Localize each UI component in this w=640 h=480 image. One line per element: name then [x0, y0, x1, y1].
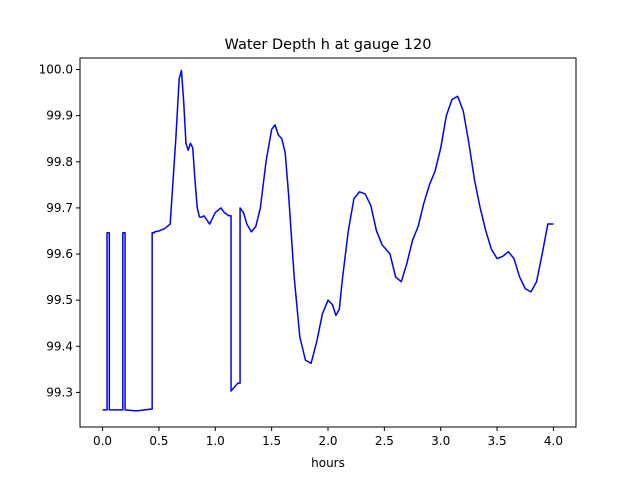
chart-title: Water Depth h at gauge 120: [225, 37, 432, 53]
y-tick-label: 99.8: [46, 155, 73, 169]
series-line-0: [102, 69, 554, 412]
plot-area: [102, 69, 554, 412]
x-tick-label: 2.5: [375, 434, 394, 448]
y-tick-label: 99.6: [46, 247, 73, 261]
plot-frame: [79, 57, 577, 428]
x-tick-label: 2.0: [318, 434, 337, 448]
x-tick-label: 0.0: [93, 434, 112, 448]
x-tick-label: 1.0: [206, 434, 225, 448]
y-tick-label: 99.3: [46, 385, 73, 399]
y-tick-label: 100.0: [39, 63, 73, 77]
x-axis-ticks: 0.0 0.5 1.0 1.5 2.0 2.5 3.0 3.5 4.0: [93, 427, 563, 448]
y-axis-ticks: 99.3 99.4 99.5 99.6 99.7 99.8 99.9 100.0: [39, 63, 80, 399]
x-axis-label: hours: [311, 456, 345, 470]
y-tick-label: 99.7: [46, 201, 73, 215]
x-tick-label: 3.0: [431, 434, 450, 448]
x-tick-label: 3.5: [488, 434, 507, 448]
x-tick-label: 1.5: [262, 434, 281, 448]
x-tick-label: 4.0: [544, 434, 563, 448]
y-tick-label: 99.9: [46, 109, 73, 123]
y-tick-label: 99.4: [46, 339, 73, 353]
x-tick-label: 0.5: [149, 434, 168, 448]
y-tick-label: 99.5: [46, 293, 73, 307]
